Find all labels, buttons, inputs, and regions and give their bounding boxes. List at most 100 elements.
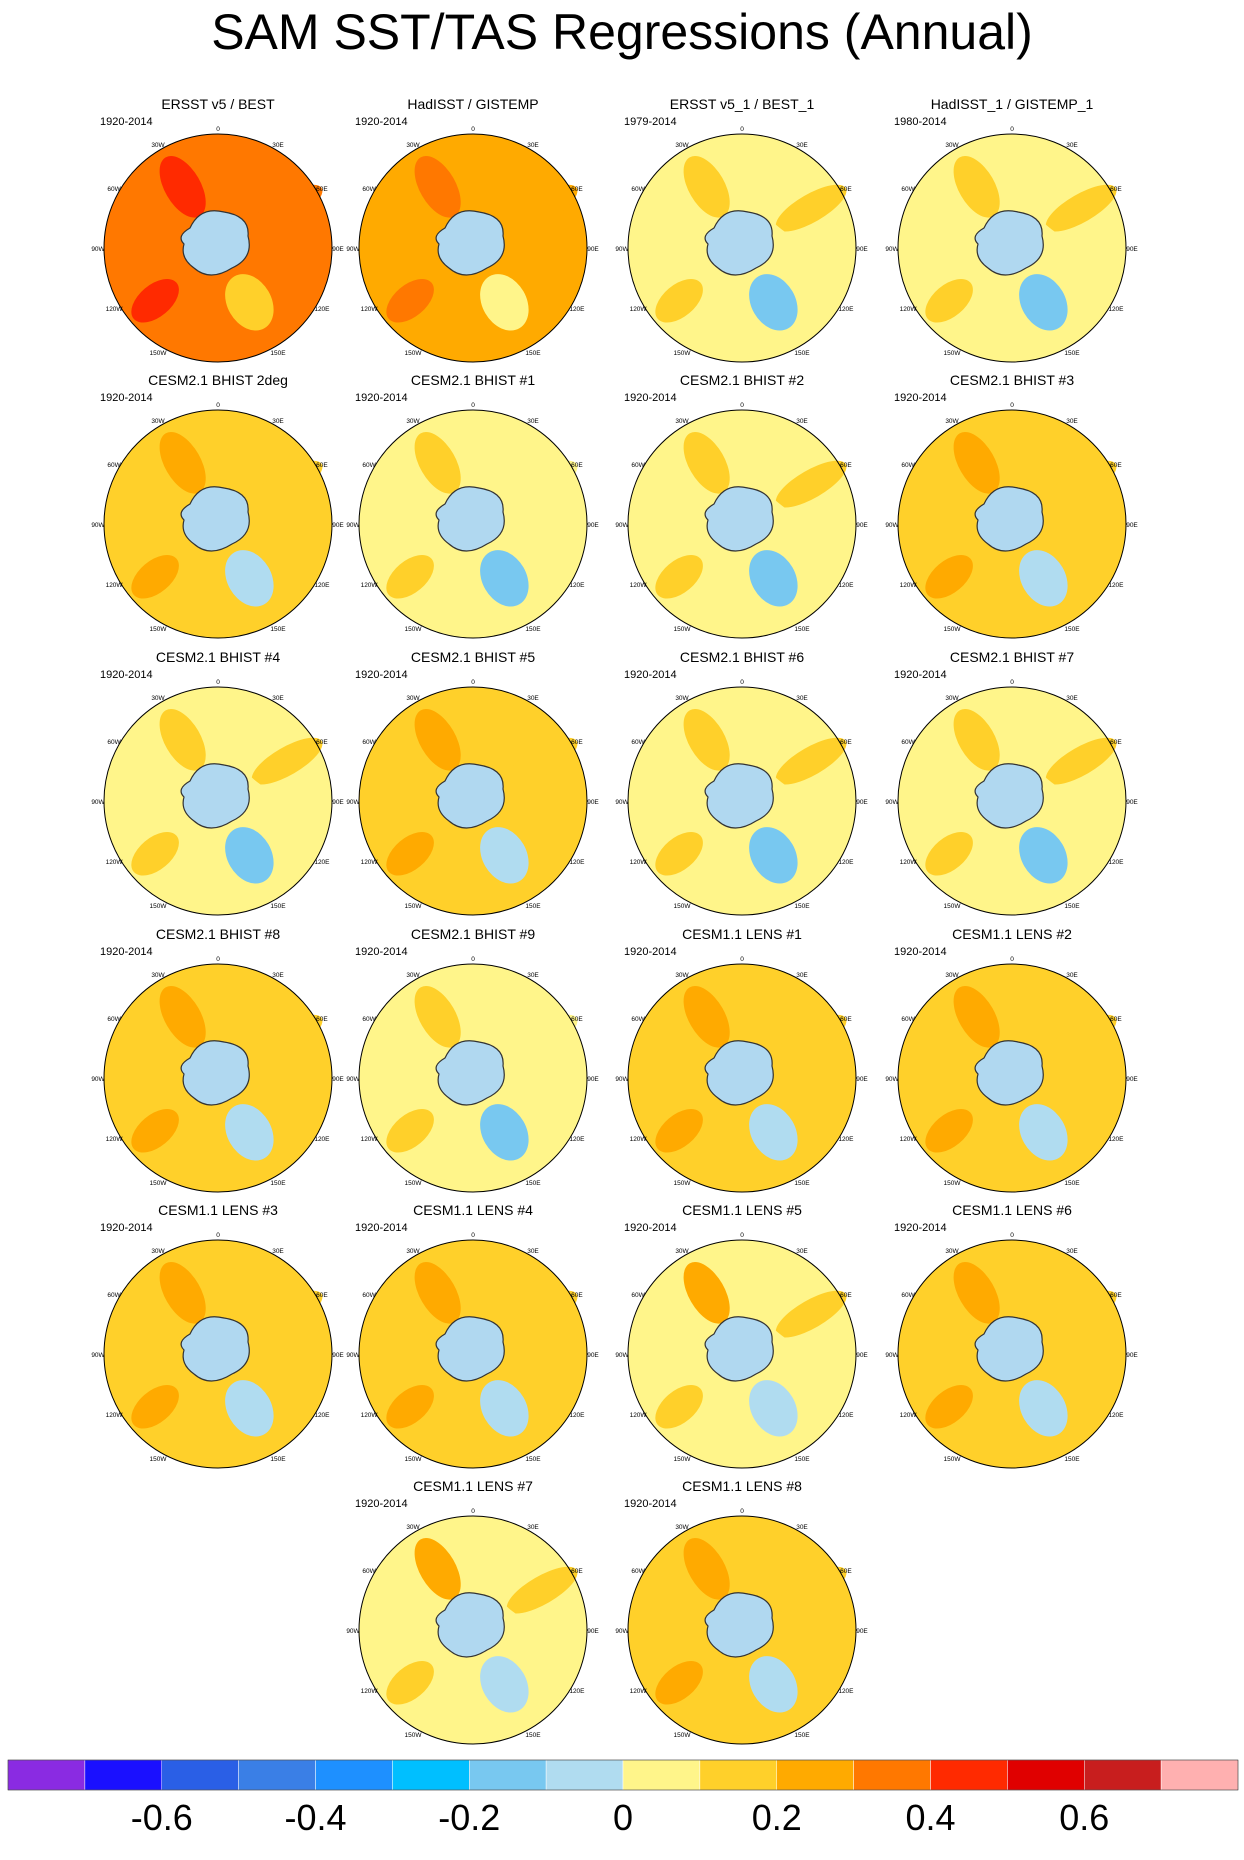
longitude-label: 150E: [270, 1180, 286, 1187]
longitude-label: 90E: [587, 1628, 599, 1635]
antarctica-landmass: [180, 1040, 250, 1106]
panel-period: 1920-2014: [100, 669, 153, 681]
longitude-label: 60W: [362, 462, 376, 469]
longitude-label: 90E: [1126, 799, 1138, 806]
longitude-label: 150W: [150, 1180, 168, 1187]
longitude-label: 120W: [630, 1136, 648, 1143]
panel-period: 1920-2014: [624, 946, 677, 958]
longitude-label: 60E: [571, 1016, 583, 1023]
map-boundary: [897, 1239, 1127, 1469]
longitude-label: 150W: [674, 1180, 692, 1187]
longitude-label: 120E: [838, 1136, 854, 1143]
longitude-label: 90E: [856, 246, 868, 253]
longitude-label: 120E: [838, 1688, 854, 1695]
longitude-label: 90W: [615, 522, 629, 529]
longitude-label: 30E: [527, 418, 539, 425]
map-panel: CESM2.1 BHIST #7 1920-2014 0 30E 60E 90E 120E 1…: [882, 649, 1142, 919]
longitude-label: 150W: [944, 626, 962, 633]
map-boundary: [358, 963, 588, 1193]
longitude-label: 60E: [316, 462, 328, 469]
longitude-label: 90W: [346, 1628, 360, 1635]
contour-region: [953, 985, 1000, 1048]
longitude-label: 90E: [332, 1352, 344, 1359]
contour-region: [1045, 1014, 1117, 1062]
contour-region: [506, 1014, 578, 1062]
longitude-label: 120E: [314, 582, 330, 589]
panel-title: CESM1.1 LENS #3: [158, 1202, 278, 1218]
longitude-label: 30E: [527, 695, 539, 702]
longitude-label: 30E: [272, 695, 284, 702]
longitude-label: 0: [740, 402, 744, 409]
longitude-label: 60E: [840, 739, 852, 746]
longitude-label: 150W: [150, 350, 168, 357]
panel-title: CESM1.1 LENS #4: [413, 1202, 533, 1218]
panel-period: 1920-2014: [894, 669, 947, 681]
panel-title: CESM2.1 BHIST #4: [155, 649, 281, 665]
longitude-label: 120W: [900, 859, 918, 866]
longitude-label: 90E: [587, 522, 599, 529]
contour-region: [131, 831, 179, 876]
map-boundary: [627, 686, 857, 916]
contour-region: [480, 550, 529, 607]
polar-map: 030E60E90E120E150E180150W120W90W60W30W: [615, 1232, 868, 1469]
longitude-label: 90W: [615, 799, 629, 806]
panel-title: CESM1.1 LENS #1: [682, 926, 802, 942]
contour-region: [480, 1656, 529, 1713]
longitude-label: 30E: [272, 418, 284, 425]
contour-region: [683, 155, 730, 218]
longitude-label: 120W: [900, 306, 918, 313]
panel-period: 1920-2014: [624, 1222, 677, 1234]
longitude-label: 90E: [332, 1076, 344, 1083]
contour-region: [655, 278, 703, 323]
longitude-label: 120W: [630, 306, 648, 313]
longitude-label: 90W: [615, 1352, 629, 1359]
longitude-label: 60E: [1110, 1292, 1122, 1299]
map-panel: CESM1.1 LENS #7 1920-2014 0 30E 60E 90E 120E 15…: [343, 1478, 603, 1748]
longitude-label: 30W: [406, 142, 420, 149]
longitude-label: 60W: [631, 1568, 645, 1575]
longitude-label: 60W: [631, 186, 645, 193]
longitude-label: 90W: [885, 522, 899, 529]
longitude-label: 120W: [361, 859, 379, 866]
longitude-label: 60W: [107, 1292, 121, 1299]
contour-region: [925, 554, 973, 599]
longitude-label: 0: [216, 956, 220, 963]
colorbar-frame: [7, 1759, 1239, 1791]
longitude-label: 120E: [314, 859, 330, 866]
longitude-label: 120W: [106, 306, 124, 313]
longitude-label: 90E: [332, 246, 344, 253]
map-panel: CESM2.1 BHIST #4 1920-2014 0 30E 60E 90E 120E 1…: [88, 649, 348, 919]
longitude-label: 30E: [272, 972, 284, 979]
longitude-label: 120E: [569, 582, 585, 589]
map-boundary: [897, 963, 1127, 1193]
longitude-label: 120E: [838, 859, 854, 866]
longitude-label: 30W: [675, 695, 689, 702]
contour-region: [414, 985, 461, 1048]
longitude-label: 0: [471, 1232, 475, 1239]
longitude-label: 0: [740, 956, 744, 963]
contour-region: [749, 274, 798, 331]
polar-map: 030E60E90E120E150E180150W120W90W60W30W: [885, 679, 1138, 916]
map-boundary: [627, 963, 857, 1193]
map-boundary: [103, 1239, 333, 1469]
contour-region: [925, 1108, 973, 1153]
map-panel: CESM2.1 BHIST #3 1920-2014 0 30E 60E 90E 120E 1…: [882, 372, 1142, 642]
contour-region: [775, 1014, 847, 1062]
longitude-label: 120W: [106, 1412, 124, 1419]
polar-map: 030E60E90E120E150E180150W120W90W60W30W: [885, 956, 1138, 1193]
longitude-label: 30W: [675, 418, 689, 425]
contour-region: [159, 985, 206, 1048]
longitude-label: 90W: [91, 799, 105, 806]
longitude-label: 30W: [151, 142, 165, 149]
antarctica-landmass: [974, 1040, 1044, 1106]
map-boundary: [627, 1515, 857, 1745]
map-panel: CESM2.1 BHIST #8 1920-2014 0 30E 60E 90E 120E 1…: [88, 926, 348, 1196]
map-panel: ERSST v5 / BEST 1920-2014 0 30E 60E 90E 120E 15…: [88, 96, 348, 366]
longitude-label: 60E: [840, 186, 852, 193]
longitude-label: 0: [216, 679, 220, 686]
map-panel: CESM2.1 BHIST #1 1920-2014 0 30E 60E 90E 120E 1…: [343, 372, 603, 642]
colorbar-tick-label: 0.2: [752, 1797, 802, 1838]
longitude-label: 60E: [1110, 186, 1122, 193]
contour-region: [1045, 460, 1117, 508]
antarctica-landmass: [180, 1316, 250, 1382]
